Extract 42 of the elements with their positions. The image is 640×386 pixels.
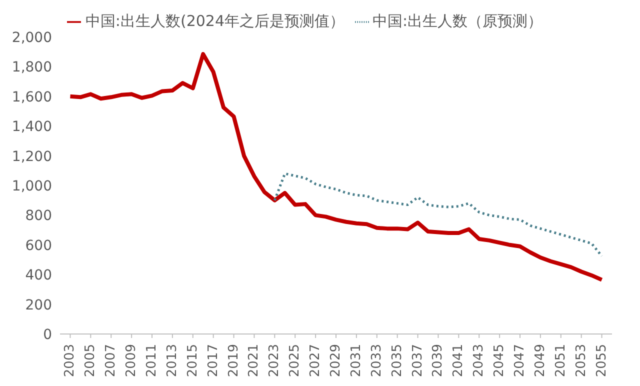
x-tick-label: 2011 — [144, 344, 160, 378]
x-tick-label: 2013 — [164, 344, 180, 378]
line-series — [68, 52, 604, 282]
y-tick-label: 400 — [25, 268, 52, 284]
x-tick-label: 2005 — [83, 344, 98, 378]
y-tick-label: 600 — [25, 238, 52, 254]
x-tick-label: 2027 — [308, 344, 324, 378]
x-tick-label: 2043 — [472, 344, 487, 378]
legend-label: 中国:出生人数(2024年之后是预测值） — [85, 12, 345, 30]
x-tick-label: 2041 — [451, 344, 466, 378]
y-tick-label: 1,200 — [12, 148, 52, 165]
y-tick-label: 1,000 — [12, 178, 52, 194]
x-tick-label: 2033 — [369, 344, 384, 378]
x-tick-label: 2017 — [206, 344, 221, 378]
x-tick-label: 2047 — [512, 344, 528, 378]
y-tick-label: 800 — [25, 208, 52, 224]
x-tick-label: 2007 — [104, 344, 119, 378]
line-series — [273, 172, 604, 258]
x-tick-label: 2035 — [390, 344, 405, 378]
x-tick-label: 2051 — [553, 344, 568, 378]
y-tick-label: 1,600 — [12, 89, 52, 106]
x-tick-label: 2039 — [430, 344, 446, 378]
x-tick-label: 2025 — [288, 344, 303, 378]
x-tick-label: 2015 — [185, 344, 200, 378]
x-tick-label: 2023 — [267, 344, 282, 378]
y-tick-label: 2,000 — [12, 30, 52, 46]
x-tick-label: 2055 — [594, 344, 610, 378]
legend-label: 中国:出生人数（原预测） — [372, 12, 543, 30]
y-tick-label: 1,800 — [12, 60, 52, 76]
x-tick-label: 2029 — [328, 344, 344, 378]
x-tick-label: 2003 — [62, 344, 78, 378]
x-tick-label: 2045 — [492, 344, 508, 378]
x-tick-label: 2009 — [124, 344, 140, 378]
y-tick-label: 200 — [25, 297, 52, 314]
x-tick-label: 2019 — [226, 344, 242, 378]
x-tick-label: 2049 — [532, 344, 548, 378]
x-tick-label: 2021 — [246, 344, 262, 378]
y-tick-label: 1,400 — [12, 119, 52, 136]
x-tick-label: 2037 — [410, 344, 426, 378]
x-tick-label: 2053 — [574, 344, 589, 378]
x-tick-label: 2031 — [348, 344, 364, 378]
y-tick-label: 0 — [43, 326, 52, 343]
